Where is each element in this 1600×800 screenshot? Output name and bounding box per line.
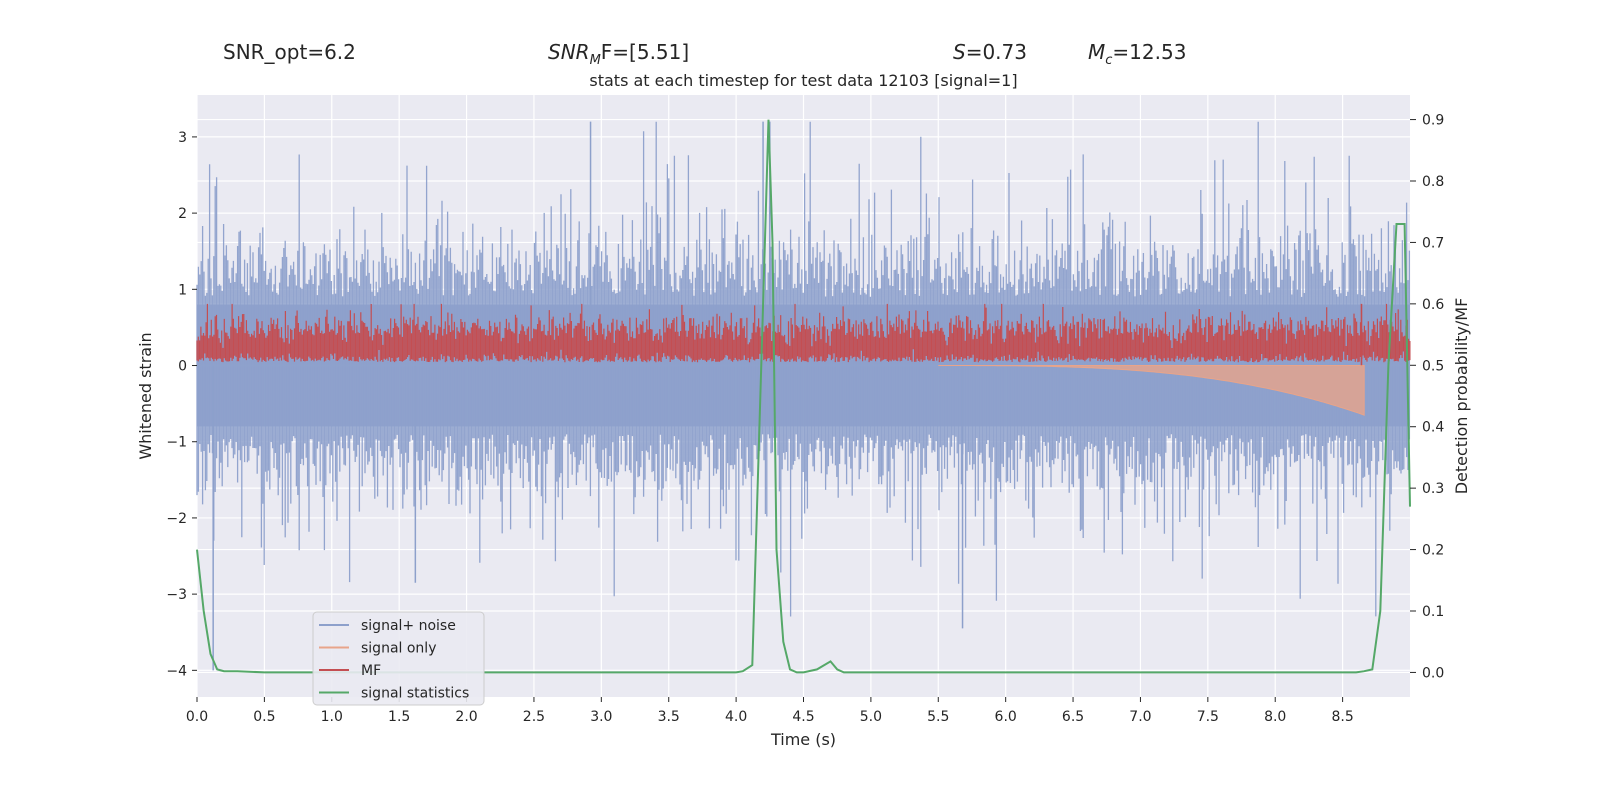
x-tick-label: 6.0 [995,709,1017,725]
s-value: =0.73 [965,40,1027,64]
y-right-tick-label: 0.1 [1422,604,1444,620]
y-right-tick-label: 0.5 [1422,358,1444,374]
s-label: S=0.73 [953,40,1027,64]
y-left-tick-label: 2 [178,206,187,222]
x-tick-label: 4.0 [725,709,747,725]
y-right-tick-label: 0.8 [1422,174,1444,190]
legend-entry: signal statistics [361,686,469,702]
y-left-tick-label: 3 [178,130,187,146]
y-left-tick-label: −2 [166,511,187,527]
y-left-tick-label: −3 [166,587,187,603]
snr-opt-label: SNR_opt=6.2 [223,40,356,64]
y-right-tick-label: 0.3 [1422,481,1444,497]
x-tick-label: 0.5 [253,709,275,725]
y-axis-left-label: Whitened strain [136,332,155,459]
snr-mf-base: SNR [548,40,590,64]
series-mf [196,303,1411,366]
x-tick-label: 3.0 [590,709,612,725]
x-axis-label: Time (s) [770,730,836,749]
y-right-tick-label: 0.7 [1422,235,1444,251]
y-axis-right-label: Detection probability/MF [1452,298,1471,495]
x-tick-label: 7.5 [1197,709,1219,725]
y-left-tick-label: 1 [178,282,187,298]
legend-entry: signal only [361,641,436,657]
x-tick-label: 8.0 [1264,709,1286,725]
series-signal-statistics [196,119,1411,674]
x-tick-label: 1.5 [388,709,410,725]
y-right-tick-label: 0.2 [1422,543,1444,559]
x-tick-label: 4.5 [792,709,814,725]
x-tick-label: 3.5 [658,709,680,725]
signal-only-envelope [938,365,1365,416]
x-tick-label: 1.0 [321,709,343,725]
x-tick-label: 2.5 [523,709,545,725]
x-tick-label: 6.5 [1062,709,1084,725]
axes: 0.0 0.5 1.0 1.5 2.0 2.5 3.0 3.5 4.0 4.5 5.0 5.5 6.0 6… [166,113,1444,725]
mf-trace [196,303,1411,363]
chart-title: stats at each timestep for test data 121… [589,71,1017,90]
snr-mf-tail: F=[5.51] [600,40,690,64]
y-right-tick-label: 0.9 [1422,113,1444,129]
y-right-tick-label: 0.4 [1422,420,1444,436]
x-tick-label: 5.0 [860,709,882,725]
snr-mf-sub: M [589,53,601,68]
snr-opt-text: SNR_opt=6.2 [223,40,356,64]
mc-symbol: M [1088,40,1106,64]
x-tick-label: 2.0 [455,709,477,725]
legend-entry: signal+ noise [361,618,456,634]
snr-mf-label: SNRMF=[5.51] [548,40,689,68]
s-symbol: S [953,40,966,64]
y-right-tick-label: 0.0 [1422,665,1444,681]
y-left-tick-label: −4 [166,663,187,679]
signal-statistics-line [196,119,1411,674]
series-signal-only [938,365,1365,416]
mc-label: Mc=12.53 [1088,40,1186,68]
x-tick-label: 8.5 [1331,709,1353,725]
mc-sub: c [1105,53,1113,68]
x-tick-label: 0.0 [186,709,208,725]
y-left-tick-label: −1 [166,435,187,451]
x-tick-label: 5.5 [927,709,949,725]
y-left-tick-label: 0 [178,359,187,375]
mc-value: =12.53 [1112,40,1187,64]
legend-entry: MF [361,663,381,679]
legend: signal+ noise signal only MF signal statist… [312,611,485,706]
y-right-tick-label: 0.6 [1422,297,1444,313]
x-tick-label: 7.0 [1129,709,1151,725]
legend-box [312,611,485,706]
